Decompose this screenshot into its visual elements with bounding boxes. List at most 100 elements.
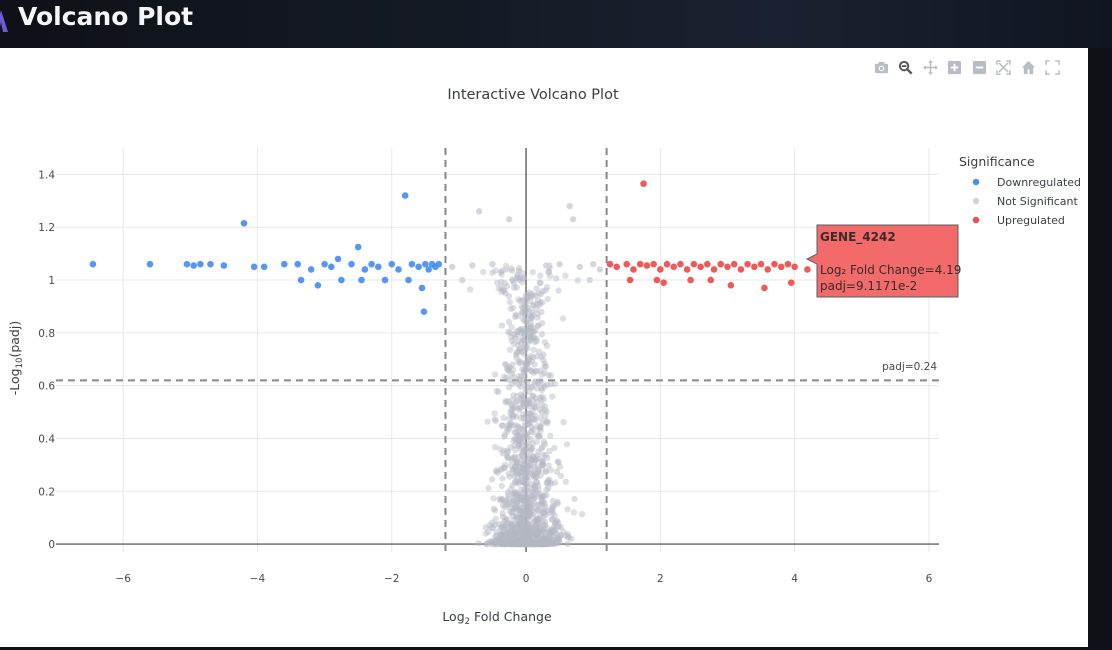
- not-significant-point: [553, 530, 560, 537]
- not-significant-point: [528, 536, 536, 543]
- not-significant-point: [510, 530, 517, 538]
- not-significant-point: [518, 536, 525, 543]
- not-significant-point: [522, 301, 529, 308]
- not-significant-point: [483, 540, 490, 548]
- not-significant-point: [539, 517, 547, 525]
- not-significant-point: [506, 415, 513, 422]
- not-significant-point: [524, 534, 531, 542]
- not-significant-point: [537, 414, 544, 422]
- not-significant-point: [508, 412, 516, 419]
- not-significant-point: [543, 491, 550, 499]
- not-significant-point: [535, 432, 542, 440]
- pan-icon[interactable]: [921, 58, 939, 76]
- not-significant-point: [515, 348, 522, 356]
- downregulated-point: [375, 263, 382, 271]
- not-significant-point: [523, 458, 530, 465]
- not-significant-point: [532, 517, 539, 525]
- upregulated-point: [606, 260, 614, 268]
- legend-item-downregulated[interactable]: Downregulated: [972, 176, 1081, 189]
- autoscale-icon[interactable]: [995, 58, 1013, 76]
- camera-icon[interactable]: [872, 58, 890, 76]
- not-significant-point: [534, 530, 542, 537]
- not-significant-point: [534, 539, 542, 547]
- not-significant-point: [542, 287, 549, 294]
- not-significant-point: [526, 312, 533, 320]
- series-upregulated[interactable]: [606, 180, 811, 292]
- not-significant-point: [544, 295, 551, 303]
- not-significant-point: [531, 474, 538, 481]
- not-significant-point: [500, 287, 508, 295]
- not-significant-point: [522, 385, 529, 392]
- not-significant-point: [543, 536, 551, 544]
- not-significant-point: [549, 540, 557, 547]
- not-significant-point: [501, 464, 508, 472]
- zoom-icon[interactable]: [897, 58, 915, 76]
- upregulated-point: [623, 260, 631, 268]
- not-significant-point: [515, 497, 522, 505]
- not-significant-point: [523, 476, 530, 483]
- not-significant-point: [498, 322, 506, 329]
- home-icon[interactable]: [1019, 58, 1037, 76]
- not-significant-point: [544, 540, 551, 548]
- not-significant-point: [540, 396, 548, 403]
- not-significant-point: [527, 531, 535, 539]
- not-significant-point: [571, 495, 578, 503]
- not-significant-point: [519, 523, 527, 531]
- not-significant-point: [518, 538, 526, 545]
- zoom-in-icon[interactable]: [946, 58, 964, 76]
- downregulated-point: [435, 260, 443, 268]
- not-significant-point: [542, 532, 549, 540]
- legend-item-not-significant[interactable]: Not Significant: [972, 195, 1079, 208]
- not-significant-point: [516, 506, 524, 514]
- y-axis-label: -Log10(padj): [7, 321, 25, 395]
- not-significant-point: [498, 523, 505, 530]
- not-significant-point: [499, 513, 507, 521]
- not-significant-point: [509, 396, 516, 404]
- not-significant-point: [562, 272, 569, 279]
- not-significant-point: [554, 523, 562, 530]
- not-significant-point: [538, 540, 545, 548]
- fullscreen-icon[interactable]: [1044, 58, 1062, 76]
- upregulated-point: [630, 266, 637, 273]
- not-significant-point: [523, 360, 531, 367]
- not-significant-point: [506, 532, 513, 540]
- not-significant-point: [555, 519, 562, 526]
- not-significant-point: [551, 444, 558, 452]
- not-significant-point: [510, 539, 518, 546]
- not-significant-point: [520, 433, 527, 440]
- legend-item-upregulated[interactable]: Upregulated: [972, 214, 1065, 227]
- not-significant-point: [512, 351, 520, 358]
- not-significant-point: [520, 457, 528, 465]
- not-significant-point: [519, 366, 526, 373]
- not-significant-point: [512, 532, 519, 540]
- not-significant-point: [549, 507, 556, 515]
- not-significant-point: [491, 416, 498, 423]
- not-significant-point: [527, 532, 534, 539]
- not-significant-point: [527, 536, 534, 544]
- not-significant-point: [533, 335, 540, 342]
- series-not-significant[interactable]: [448, 202, 604, 548]
- not-significant-point: [519, 509, 526, 516]
- not-significant-point: [511, 454, 518, 462]
- upregulated-point: [707, 276, 714, 284]
- not-significant-point: [524, 540, 532, 547]
- not-significant-point: [510, 533, 517, 541]
- not-significant-point: [535, 539, 542, 546]
- not-significant-point: [522, 540, 530, 548]
- not-significant-point: [543, 283, 551, 291]
- series-downregulated[interactable]: [89, 192, 443, 316]
- not-significant-point: [527, 511, 535, 519]
- not-significant-point: [541, 521, 548, 529]
- not-significant-point: [500, 539, 508, 547]
- not-significant-point: [540, 381, 547, 388]
- not-significant-point: [521, 302, 529, 310]
- not-significant-point: [538, 408, 545, 416]
- not-significant-point: [523, 534, 530, 541]
- not-significant-point: [540, 540, 548, 547]
- not-significant-point: [514, 274, 521, 281]
- not-significant-point: [499, 533, 506, 540]
- not-significant-point: [492, 539, 500, 546]
- not-significant-point: [513, 489, 520, 497]
- zoom-out-icon[interactable]: [970, 58, 988, 76]
